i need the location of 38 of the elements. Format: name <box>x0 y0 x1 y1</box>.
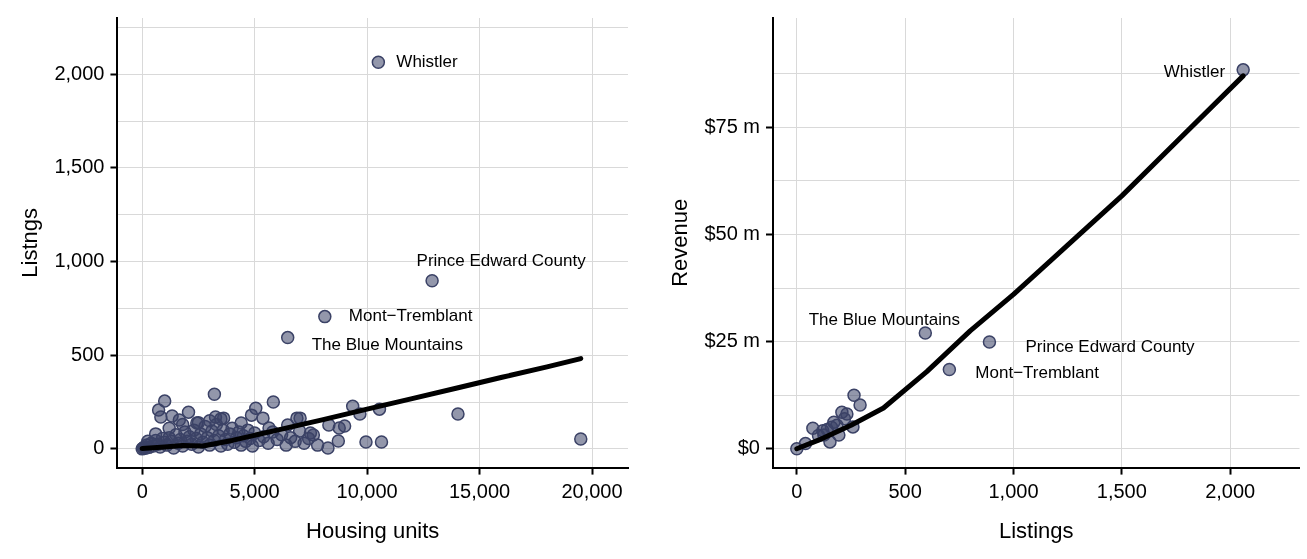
annotation: Whistler <box>396 51 459 71</box>
y-tick-label: 500 <box>71 342 105 365</box>
point <box>853 398 867 412</box>
y-tick-label: 1,000 <box>54 249 105 272</box>
x-tick-label: 1,000 <box>988 480 1039 503</box>
point <box>982 335 997 349</box>
annotation: The Blue Mountains <box>808 309 960 329</box>
point <box>1236 63 1250 77</box>
point <box>847 388 861 402</box>
y-tick-label: $0 <box>737 436 760 459</box>
x-axis-title: Listings <box>998 517 1074 543</box>
x-tick-label: 1,500 <box>1096 480 1147 503</box>
annotation: Prince Edward County <box>1025 336 1196 356</box>
y-axis-title: Revenue <box>667 198 693 287</box>
x-tick-label: 2,000 <box>1205 480 1256 503</box>
annotation: The Blue Mountains <box>311 335 463 355</box>
annotation: Mont−Tremblant <box>348 306 473 326</box>
x-axis-title: Housing units <box>306 517 440 543</box>
y-tick-label: 2,000 <box>54 61 105 84</box>
x-tick-label: 15,000 <box>448 480 511 503</box>
x-tick-label: 10,000 <box>336 480 398 503</box>
y-tick-label: 1,500 <box>54 155 105 178</box>
point <box>837 411 852 426</box>
y-tick-label: $75 m <box>704 114 760 137</box>
y-tick-label: 0 <box>93 436 105 459</box>
point <box>918 326 933 340</box>
x-tick-label: 5,000 <box>229 480 280 503</box>
x-tick-label: 0 <box>791 480 803 503</box>
annotation: Prince Edward County <box>416 250 587 270</box>
x-tick-label: 500 <box>888 480 922 503</box>
y-tick-label: $50 m <box>704 221 760 244</box>
annotation: Whistler <box>1163 61 1226 81</box>
point <box>942 362 957 377</box>
x-tick-label: 20,000 <box>561 480 623 503</box>
annotation: Mont−Tremblant <box>975 363 1100 383</box>
x-tick-label: 0 <box>136 480 148 503</box>
y-tick-label: $25 m <box>704 329 760 352</box>
y-axis-title: Listngs <box>17 207 43 278</box>
